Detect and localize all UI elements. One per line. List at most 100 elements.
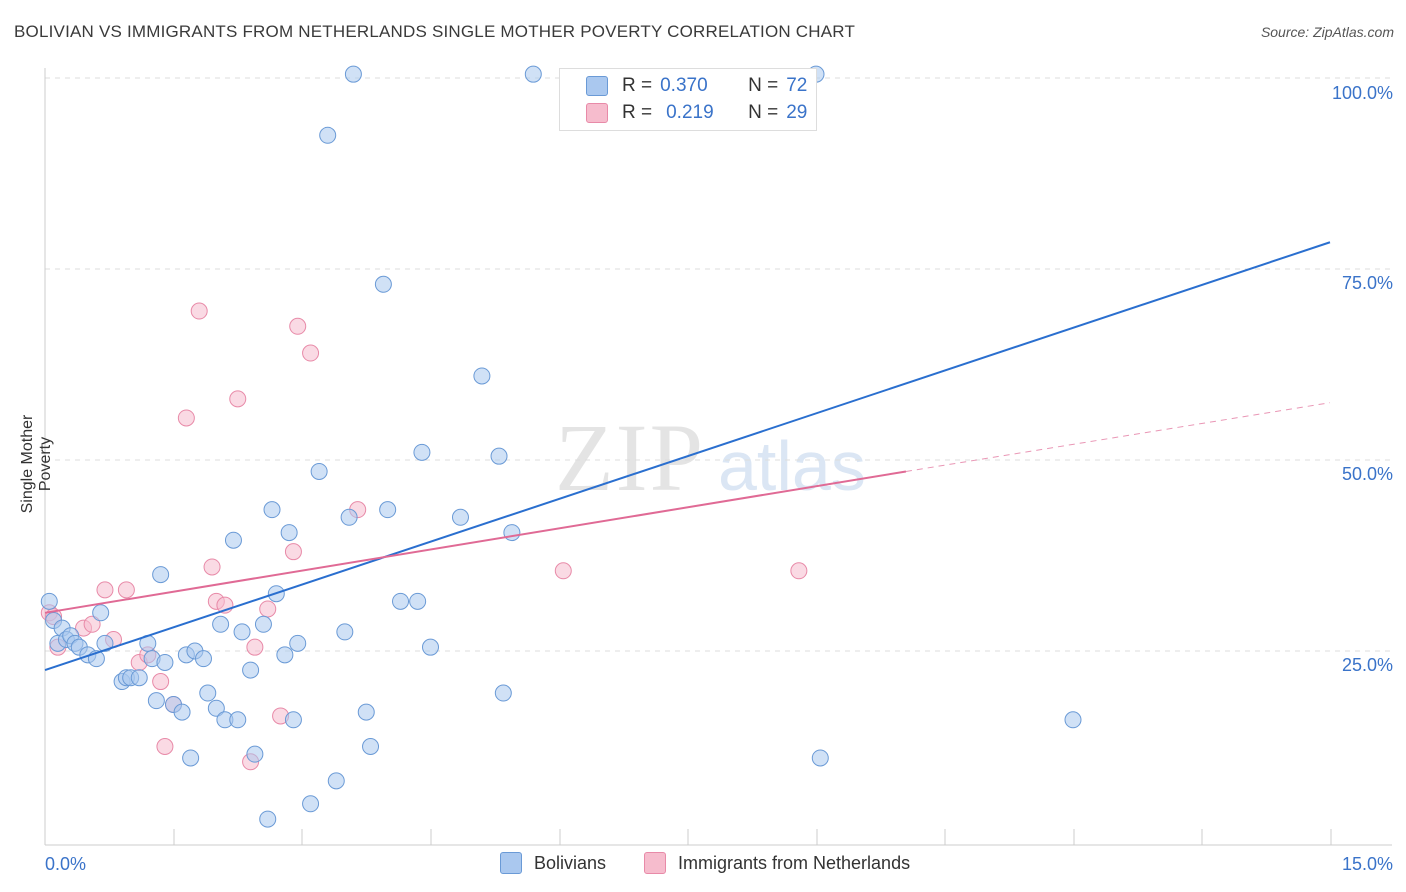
bolivian-point — [212, 615, 230, 633]
netherlands-point — [83, 615, 101, 633]
netherlands-point — [203, 558, 221, 576]
legend-r-value: 0.370 — [660, 75, 708, 96]
bolivian-point — [392, 592, 410, 610]
netherlands-point — [156, 738, 174, 755]
bolivian-point — [229, 711, 247, 729]
bolivian-point — [344, 65, 362, 83]
legend-n-value: 72 — [786, 75, 808, 96]
bolivian-point — [379, 501, 397, 519]
bolivian-point — [233, 623, 251, 641]
correlation-legend: R = 0.370 N = 72 R = 0.219 N = 29 — [559, 68, 817, 131]
bolivian-point — [336, 623, 354, 641]
bolivian-point — [284, 711, 302, 729]
bottom-swatch-pink — [644, 852, 666, 874]
source-label: Source: ZipAtlas.com — [1260, 24, 1394, 40]
trend-lines — [44, 241, 1331, 672]
watermark-atlas: atlas — [718, 427, 866, 505]
bolivian-trend-line — [44, 241, 1331, 672]
bolivian-point — [207, 699, 225, 717]
legend-row-bolivians: R = 0.370 N = 72 — [586, 74, 807, 98]
netherlands-point — [289, 317, 307, 335]
y-tick-label: 75.0% — [1342, 273, 1393, 293]
bolivian-point — [289, 634, 307, 652]
bottom-legend-label: Bolivians — [534, 852, 607, 873]
y-tick-label: 100.0% — [1332, 83, 1393, 103]
bolivian-point — [302, 795, 320, 813]
bolivian-point — [319, 126, 337, 144]
bolivian-point — [259, 810, 277, 828]
bolivian-point — [92, 604, 110, 622]
netherlands-trend-extension — [905, 402, 1331, 472]
bolivian-point — [451, 508, 469, 526]
gridlines — [45, 77, 1392, 652]
legend-r-value: 0.219 — [666, 102, 714, 123]
netherlands-point — [96, 581, 114, 599]
netherlands-trend-line — [44, 470, 907, 614]
bolivian-point — [340, 508, 358, 526]
netherlands-point — [190, 302, 208, 320]
bolivian-point — [173, 703, 191, 721]
netherlands-point — [790, 562, 808, 580]
bolivian-point — [503, 524, 521, 542]
bolivian-point — [310, 462, 328, 480]
legend-n-value: 29 — [786, 102, 808, 123]
bolivian-point — [1064, 711, 1082, 729]
bolivian-point — [96, 634, 114, 652]
bolivian-points — [40, 65, 1082, 828]
bolivian-point — [413, 443, 431, 461]
bottom-swatch-blue — [500, 852, 522, 874]
bolivian-point — [473, 367, 491, 385]
legend-swatch-pink — [586, 103, 608, 123]
x-tick-label: 0.0% — [45, 854, 86, 874]
y-tick-label: 25.0% — [1342, 655, 1393, 675]
x-tick-labels: 0.0% 15.0% — [45, 854, 1393, 874]
legend-swatch-blue — [586, 76, 608, 96]
bolivian-point — [263, 501, 281, 519]
bolivian-point — [40, 592, 58, 610]
bolivian-point — [422, 638, 439, 656]
legend-row-netherlands: R = 0.219 N = 29 — [586, 101, 807, 125]
netherlands-point — [117, 581, 135, 599]
netherlands-point — [152, 673, 170, 691]
bolivian-point — [152, 566, 170, 584]
netherlands-point — [284, 543, 302, 561]
bolivian-point — [280, 524, 298, 542]
legend-r-label: R = — [622, 102, 653, 123]
legend-r-label: R = — [622, 75, 653, 96]
bolivian-point — [494, 684, 512, 702]
bolivian-point — [242, 661, 260, 679]
netherlands-point — [177, 409, 195, 427]
bottom-legend-netherlands: Immigrants from Netherlands — [644, 852, 910, 874]
watermark-zip: ZIP — [555, 404, 705, 511]
netherlands-point — [246, 638, 264, 656]
bolivian-point — [357, 703, 375, 721]
bolivian-point — [156, 653, 174, 671]
bolivian-point — [374, 275, 392, 293]
bolivian-point — [362, 738, 380, 755]
bottom-legend-bolivians: Bolivians — [500, 852, 606, 874]
netherlands-point — [302, 344, 320, 362]
netherlands-point — [554, 562, 572, 580]
bolivian-point — [224, 531, 242, 549]
bolivian-point — [811, 749, 829, 767]
legend-n-label: N = — [748, 75, 779, 96]
axes — [44, 68, 1392, 846]
chart-title: BOLIVIAN VS IMMIGRANTS FROM NETHERLANDS … — [14, 22, 856, 41]
bolivian-point — [276, 646, 294, 664]
bolivian-point — [490, 447, 508, 465]
bolivian-point — [194, 650, 212, 668]
bolivian-point — [246, 745, 264, 763]
bottom-legend-label: Immigrants from Netherlands — [678, 852, 911, 873]
bolivian-point — [199, 684, 217, 702]
bolivian-point — [327, 772, 345, 790]
bolivian-point — [182, 749, 200, 767]
netherlands-point — [229, 390, 247, 408]
y-tick-labels: 25.0% 50.0% 75.0% 100.0% — [1332, 83, 1393, 675]
y-tick-label: 50.0% — [1342, 464, 1393, 484]
bolivian-point — [524, 65, 542, 83]
bolivian-point — [130, 669, 148, 687]
netherlands-point — [259, 600, 277, 618]
bolivian-point — [254, 615, 272, 633]
bolivian-point — [409, 592, 427, 610]
